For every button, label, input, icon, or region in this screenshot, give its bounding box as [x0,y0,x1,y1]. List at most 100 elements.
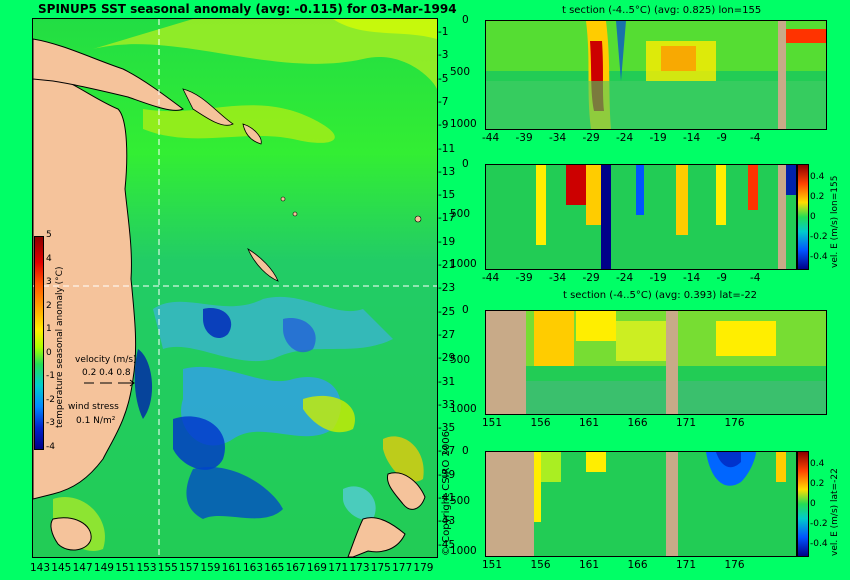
lon-tick-label: 165 [264,562,285,574]
section-x-tick-label: 171 [676,417,697,429]
section-x-tick-label: -39 [515,272,533,284]
wind-scale: 0.1 N/m² [76,416,116,426]
depth-tick-label: 500 [450,353,471,366]
lat-tick-label: -25 [438,305,456,318]
depth-tick-label: 0 [462,304,469,316]
section-x-tick-label: -14 [683,132,701,144]
velocity-label: velocity (m/s) [75,355,137,365]
section-3-colorbar [797,451,809,557]
section-x-tick-label: 151 [482,417,503,429]
section-3-colorbar-label: vel. E (m/s) lat=-22 [830,468,840,556]
colorbar-tick-label: 2 [46,300,52,311]
lat-tick-label: -31 [438,375,456,388]
depth-tick-label: 1000 [450,545,477,557]
section-x-tick-label: -29 [582,272,600,284]
section-1-colorbar [797,164,809,270]
section-x-tick-label: -9 [716,132,727,144]
depth-tick-label: 1000 [450,258,477,270]
velocity-scale: 0.2 0.4 0.8 [82,368,131,378]
lat-tick-label: -23 [438,282,456,295]
section-x-tick-label: -24 [616,132,634,144]
lon-tick-label: 151 [115,562,136,574]
lat-tick-label: -41 [438,492,456,504]
section-x-tick-label: 156 [530,417,551,429]
colorbar-tick-label: -4 [46,442,55,452]
map-colorbar-label: temperature seasonal anomaly (°C) [55,266,65,428]
lon-tick-label: 157 [179,562,200,574]
section-x-tick-label: -14 [683,272,701,284]
colorbar-tick-label: -1 [46,371,55,382]
lon-tick-label: 153 [136,562,157,574]
lon-tick-label: 155 [157,562,178,574]
depth-tick-label: 500 [450,66,471,78]
colorbar-tick-label: -0.2 [810,519,828,529]
lon-tick-label: 179 [413,562,434,574]
section-x-tick-label: -34 [549,272,567,284]
section-x-tick-label: 161 [579,559,600,571]
depth-tick-label: 0 [462,445,469,457]
colorbar-tick-label: 5 [46,230,52,240]
section-x-tick-label: -19 [649,272,667,284]
lat-tick-label: -21 [438,259,456,271]
colorbar-tick-label: 0 [810,212,816,222]
colorbar-tick-label: 3 [46,277,52,288]
depth-tick-label: 0 [462,14,469,26]
lon-tick-label: 145 [51,562,72,574]
section-x-tick-label: -34 [549,132,567,144]
depth-tick-label: 1000 [450,403,477,415]
section-x-tick-label: -29 [582,132,600,144]
section-x-tick-label: -39 [515,132,533,144]
lon-tick-label: 167 [285,562,306,574]
lat-tick-label: -15 [438,189,456,202]
colorbar-tick-label: 0 [810,499,816,509]
colorbar-tick-label: -2 [46,394,55,405]
lat-tick-label: -33 [438,398,456,411]
lat-tick-label: -45 [438,538,456,551]
depth-tick-label: 500 [450,495,471,507]
section-2-plot [485,310,827,415]
colorbar-tick-label: 0.4 [810,172,825,182]
section-x-tick-label: 166 [627,559,648,571]
section-x-tick-label: -44 [482,132,500,144]
lat-tick-label: -1 [438,26,449,38]
map-title: SPINUP5 SST seasonal anomaly (avg: -0.11… [38,2,457,16]
colorbar-tick-label: 0.2 [810,479,825,489]
wind-label: wind stress [68,402,119,412]
section-x-tick-label: 156 [530,559,551,571]
lon-tick-label: 175 [370,562,391,574]
velocity-arrow-icon [84,379,135,387]
lat-tick-label: -29 [438,352,456,365]
lon-tick-label: 147 [72,562,93,574]
lat-tick-label: -5 [438,72,449,85]
section-2-title: t section (-4..5°C) (avg: 0.393) lat=-22 [563,290,758,301]
colorbar-tick-label: -0.4 [810,252,828,262]
section-x-tick-label: -44 [482,272,500,284]
lat-tick-label: -17 [438,212,456,225]
depth-tick-label: 1000 [450,118,477,130]
sst-map-field [33,19,437,557]
section-x-tick-label: -4 [750,132,761,144]
section-x-tick-label: -9 [716,272,727,284]
depth-tick-label: 0 [462,158,469,170]
lon-tick-label: 177 [392,562,413,574]
colorbar-tick-label: -0.2 [810,232,828,242]
section-x-tick-label: 151 [482,559,503,571]
colorbar-tick-label: -0.4 [810,539,828,549]
lat-tick-label: -35 [438,422,456,435]
depth-tick-label: 500 [450,208,471,220]
section-1-plot [485,164,797,270]
colorbar-tick-label: 1 [46,324,52,335]
colorbar-tick-label: 4 [46,253,52,264]
lat-tick-label: -7 [438,95,449,108]
lat-tick-label: -27 [438,328,456,341]
lat-tick-label: -3 [438,49,449,62]
section-x-tick-label: 176 [724,417,745,429]
map-colorbar [34,236,44,450]
lon-tick-label: 161 [221,562,242,574]
section-x-tick-label: -24 [616,272,634,284]
section-x-tick-label: 161 [579,417,600,429]
sst-map [32,18,438,558]
lon-tick-label: 143 [30,562,51,574]
section-0-title: t section (-4..5°C) (avg: 0.825) lon=155 [562,5,762,16]
section-3-plot [485,451,797,557]
